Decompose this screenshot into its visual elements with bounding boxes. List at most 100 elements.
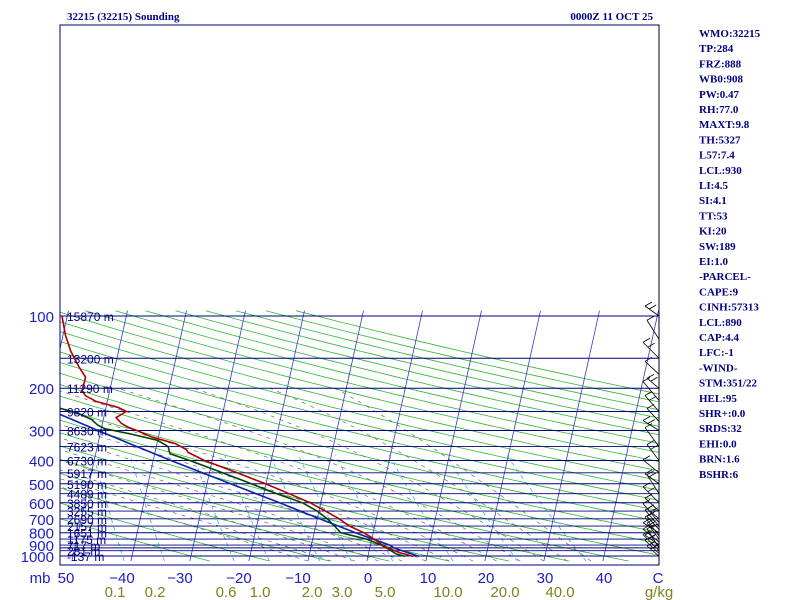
pressure-tick-label: 500 [29, 477, 54, 494]
dry-adiabat-100 [60, 351, 659, 501]
height-label: 2157 m [67, 520, 107, 534]
wind-barb-staff [644, 473, 660, 485]
wind-barb-staff [644, 361, 660, 375]
index-value: SW:189 [699, 241, 736, 253]
wind-barb-flag [644, 391, 653, 396]
wind-barb [642, 455, 660, 474]
height-label: 1651 m [67, 527, 107, 541]
index-value: LCL:890 [699, 317, 742, 329]
chart-title-left: 32215 (32215) Sounding [67, 11, 180, 23]
index-value: -WIND- [699, 362, 738, 374]
wind-barb-staff [646, 522, 660, 540]
moist-adiabat-30 [193, 387, 545, 562]
wind-barb-flag [646, 373, 655, 379]
wind-barb [646, 518, 660, 540]
index-value: EI:1.0 [699, 256, 729, 268]
wind-barb-staff [642, 534, 660, 551]
wind-barb-staff [644, 540, 660, 554]
dry-adiabat-90 [60, 362, 659, 512]
index-value: LI:4.5 [699, 180, 729, 192]
wind-barb-staff [642, 381, 660, 401]
height-label: 1175 m [67, 533, 106, 547]
mixing-ratio-label: 0.2 [145, 584, 166, 600]
wind-barb-staff [642, 420, 660, 431]
wind-barb-flag [649, 510, 657, 516]
index-value: STM:351/22 [699, 378, 758, 390]
isotherm-0 [366, 310, 423, 562]
pressure-tick-label: 900 [29, 538, 54, 555]
moist-adiabat-14 [60, 424, 450, 562]
wind-barb-staff [646, 508, 660, 520]
mixing-ratio-label: 10.0 [433, 584, 462, 600]
pressure-tick-label: 200 [29, 381, 54, 398]
wind-barb [646, 440, 660, 461]
moist-adiabat-38 [334, 387, 592, 562]
dry-adiabat--20 [60, 502, 270, 562]
height-label: 5190 m [67, 478, 107, 492]
dry-adiabat-170 [145, 310, 659, 436]
wind-barb [646, 504, 660, 520]
wind-barb-staff [646, 516, 660, 530]
index-value: LFC:-1 [699, 347, 734, 359]
mixing-ratio-line [506, 454, 587, 562]
isotherm-10 [425, 310, 482, 562]
dry-adiabat-60 [60, 395, 659, 545]
temp-tick-label: C [653, 570, 664, 587]
index-value: LCL:930 [699, 165, 742, 177]
temp-tick-label: −30 [167, 570, 192, 587]
height-label: 3850 m [67, 497, 107, 511]
wind-barb-flag [644, 530, 653, 536]
wind-barb [642, 518, 660, 534]
wind-barb [644, 530, 660, 546]
index-value: CINH:57313 [699, 302, 759, 314]
index-value: TP:284 [699, 43, 734, 55]
height-label: 281 m [67, 545, 100, 559]
index-value: BSHR:6 [699, 469, 739, 481]
temp-tick-label: −10 [285, 570, 310, 587]
wind-barb-flag [647, 487, 655, 492]
dry-adiabat-160 [115, 310, 659, 444]
height-label: 5917 m [67, 467, 107, 481]
wind-barb-staff [644, 395, 660, 412]
wind-barb [646, 315, 660, 340]
isotherm--30 [189, 310, 246, 562]
wind-barb-flag [650, 376, 658, 382]
wind-barb-staff [642, 528, 660, 543]
dry-adiabat-30 [60, 432, 570, 562]
index-value: CAP:4.4 [699, 332, 740, 344]
wind-barb-flag [646, 541, 655, 547]
wind-barb [644, 356, 660, 375]
mixing-ratio-label: 0.1 [105, 584, 126, 600]
temp-tick-label: −20 [226, 570, 251, 587]
wind-barbs [642, 25, 660, 565]
index-value: HEL:95 [699, 393, 737, 405]
wind-barb-staff [646, 444, 660, 461]
dry-adiabat-150 [85, 310, 659, 453]
mixing-ratio-label: 3.0 [332, 584, 353, 600]
wind-barb-staff [642, 341, 660, 359]
wind-barb-flag [650, 544, 658, 550]
wind-barb-flag [642, 455, 651, 461]
mixing-ratio-line [298, 454, 352, 562]
wind-barb-staff [646, 408, 660, 422]
moist-adiabat-2 [60, 460, 379, 562]
dry-adiabat--30 [60, 518, 211, 562]
wind-barb-flag [647, 419, 655, 424]
mixing-ratio-label: 0.6 [216, 584, 237, 600]
pressure-tick-label: 800 [29, 526, 54, 543]
wind-barb [642, 416, 660, 431]
dry-adiabat-180 [175, 310, 659, 427]
wind-barb [646, 524, 660, 549]
wind-barb-staff [642, 459, 660, 474]
moist-adiabat-6 [60, 449, 403, 562]
wind-barb-flag [650, 523, 658, 529]
pressure-tick-label: 1000 [21, 549, 54, 566]
temp-tick-label: 30 [537, 570, 554, 587]
moist-adiabat--2 [60, 469, 356, 562]
dry-adiabat-70 [60, 384, 659, 533]
wind-barb [642, 482, 660, 504]
isotherm--40 [130, 310, 187, 562]
wind-barb-staff [644, 534, 660, 546]
wind-barb-staff [646, 377, 660, 389]
